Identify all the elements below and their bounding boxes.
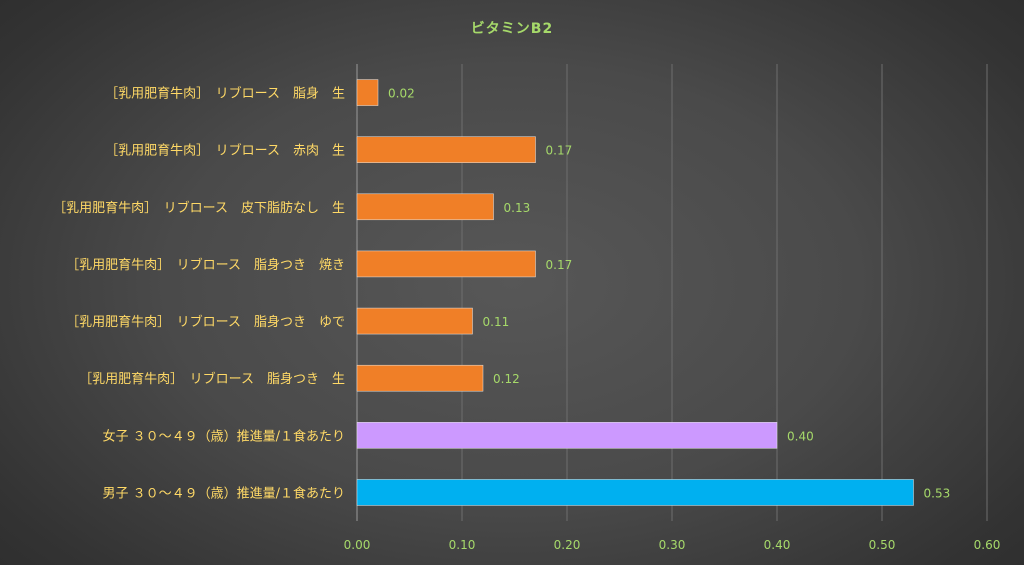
bar (356, 193, 494, 221)
data-label: 0.12 (493, 372, 520, 386)
x-tick-label: 0.50 (869, 538, 896, 552)
bar (356, 422, 778, 449)
data-label: 0.40 (787, 429, 814, 443)
data-labels: 0.02 0.17 0.13 0.17 0.11 0.12 0.40 0.53 (388, 87, 950, 501)
data-label: 0.11 (483, 315, 510, 329)
category-label: ［乳用肥育牛肉］ リブロース 脂身つき ゆで (66, 314, 345, 330)
data-label: 0.17 (546, 258, 573, 272)
category-label: ［乳用肥育牛肉］ リブロース 脂身つき 生 (79, 371, 345, 387)
x-tick-label: 0.20 (554, 538, 581, 552)
data-label: 0.13 (504, 201, 531, 215)
data-label: 0.53 (924, 486, 951, 500)
category-label: 男子 ３０～４９（歳）推進量/１食あたり (102, 485, 345, 501)
x-tick-label: 0.40 (764, 538, 791, 552)
category-labels: ［乳用肥育牛肉］ リブロース 脂身 生 ［乳用肥育牛肉］ リブロース 赤肉 生 ［乳… (53, 86, 345, 502)
x-tick-labels: 0.00 0.10 0.20 0.30 0.40 0.50 0.60 (344, 538, 1001, 552)
bar (356, 79, 379, 106)
x-tick-label: 0.30 (659, 538, 686, 552)
category-label: ［乳用肥育牛肉］ リブロース 皮下脂肪なし 生 (53, 200, 345, 216)
category-label: ［乳用肥育牛肉］ リブロース 脂身 生 (105, 86, 345, 102)
bar (356, 364, 484, 392)
x-tick-label: 0.00 (344, 538, 371, 552)
gridlines (461, 64, 988, 521)
x-tick-label: 0.60 (974, 538, 1001, 552)
data-label: 0.17 (546, 144, 573, 158)
chart-title: ビタミンB2 (471, 21, 553, 37)
category-label: ［乳用肥育牛肉］ リブロース 脂身つき 焼き (66, 257, 345, 273)
bar (356, 307, 473, 335)
bars (356, 79, 914, 506)
category-label: 女子 ３０～４９（歳）推進量/１食あたり (102, 428, 345, 444)
category-label: ［乳用肥育牛肉］ リブロース 赤肉 生 (105, 143, 345, 159)
bar (356, 479, 914, 506)
bar (356, 250, 536, 278)
x-tick-label: 0.10 (449, 538, 476, 552)
data-label: 0.02 (388, 87, 415, 101)
bar (356, 136, 536, 163)
